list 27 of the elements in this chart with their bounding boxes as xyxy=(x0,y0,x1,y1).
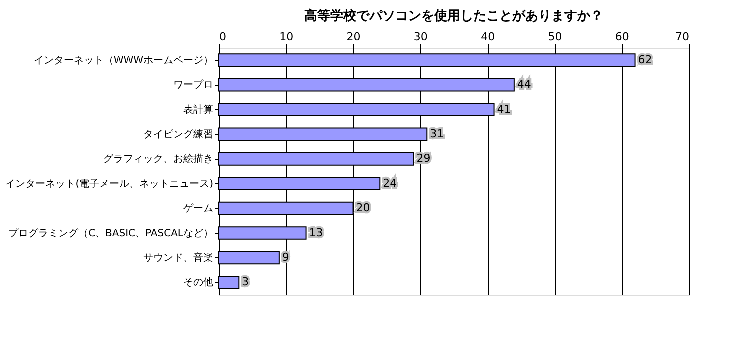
x-tick-label: 40 xyxy=(481,30,496,44)
x-tick-label: 50 xyxy=(548,30,562,44)
y-tick-label: インターネット（WWWホームページ） xyxy=(34,55,214,66)
data-label: 44 xyxy=(517,78,532,92)
data-label: 13 xyxy=(309,226,324,240)
y-tick-label: タイピング練習 xyxy=(144,128,214,140)
x-tick-label: 10 xyxy=(280,30,294,44)
y-tick-label: 表計算 xyxy=(184,104,214,116)
data-label: 20 xyxy=(356,202,370,215)
y-tick-label: ゲーム xyxy=(184,204,214,215)
data-label: 31 xyxy=(430,127,444,140)
x-tick-label: 30 xyxy=(414,30,428,44)
y-tick-label: サウンド、音楽 xyxy=(144,252,214,264)
data-label: 62 xyxy=(638,53,652,66)
chart-title: 高等学校でパソコンを使用したことがありますか？ xyxy=(304,8,604,24)
y-tick-label: プログラミング（C、BASIC、PASCALなど） xyxy=(8,227,214,240)
data-label: 24 xyxy=(383,176,398,190)
x-tick-label: 20 xyxy=(346,30,361,44)
x-tick-label: 70 xyxy=(676,30,690,44)
y-tick-label: ワープロ xyxy=(174,79,214,92)
y-tick-label: その他 xyxy=(184,276,214,289)
data-label: 41 xyxy=(497,102,512,116)
y-tick-label: グラフィック、お絵描き xyxy=(104,153,214,166)
x-tick-label: 0 xyxy=(220,30,226,44)
x-tick-label: 60 xyxy=(615,30,630,44)
data-label: 3 xyxy=(242,276,250,289)
y-tick-label: インターネット(電子メール、ネットニュース) xyxy=(6,178,214,190)
